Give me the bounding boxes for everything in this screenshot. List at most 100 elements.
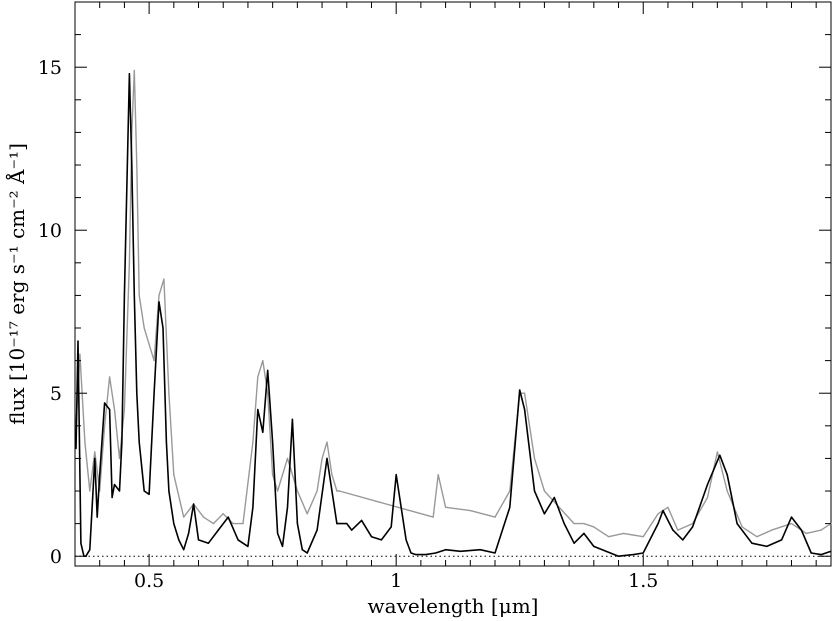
data-point-observed [212, 523, 214, 525]
data-point-observed [222, 513, 224, 515]
data-point-model [736, 523, 738, 525]
data-point-model [415, 554, 417, 556]
data-point-observed [677, 529, 679, 531]
data-point-model [173, 523, 175, 525]
data-point-observed [622, 532, 625, 535]
data-point-model [123, 294, 125, 296]
data-point-model [706, 483, 709, 486]
y-tick-label: 5 [50, 383, 62, 405]
data-point-model [80, 542, 82, 544]
data-point-observed [573, 523, 575, 525]
series-line-model [75, 72, 832, 558]
data-point-observed [89, 490, 91, 492]
data-point-observed [262, 360, 264, 362]
plot-frame [74, 1, 832, 567]
data-point-observed [667, 506, 669, 508]
data-point-model [267, 369, 269, 371]
data-point-observed [296, 490, 298, 492]
data-point-observed [277, 490, 279, 492]
data-point-observed [202, 516, 205, 518]
data-point-model [351, 529, 353, 531]
data-point-observed [338, 490, 340, 492]
data-point-model [380, 539, 382, 541]
data-point-observed [306, 513, 308, 515]
data-point-observed [136, 164, 138, 166]
data-point-observed [252, 441, 254, 443]
data-point-observed [657, 513, 659, 515]
data-point-model [692, 526, 694, 528]
data-point-model [479, 549, 481, 551]
data-point-observed [133, 69, 135, 72]
data-point-observed [331, 474, 333, 476]
data-point-model [726, 474, 728, 476]
data-point-model [286, 506, 289, 508]
data-point-model [395, 474, 397, 476]
data-point-observed [84, 441, 86, 443]
data-point-observed [336, 490, 338, 492]
data-point-model [143, 490, 145, 492]
data-point-model [178, 539, 180, 541]
data-point-model [257, 408, 259, 411]
data-point-observed [741, 526, 743, 528]
data-point-observed [183, 516, 185, 518]
y-tick-label: 15 [38, 57, 62, 79]
data-point-model [361, 519, 363, 522]
data-point-model [109, 408, 111, 411]
data-point-model [573, 542, 575, 544]
data-point-observed [242, 523, 244, 525]
data-point-observed [232, 523, 234, 525]
data-point-observed [642, 536, 644, 538]
data-point-observed [267, 392, 269, 394]
data-point-model [96, 516, 98, 518]
data-point-observed [138, 294, 140, 296]
data-point-observed [432, 516, 434, 518]
y-tick-label: 0 [50, 546, 62, 568]
data-point-model [252, 506, 254, 508]
data-point-model [459, 550, 461, 552]
data-point-model [810, 552, 812, 554]
data-point-observed [706, 496, 709, 499]
data-point-model [820, 554, 822, 556]
series-line-observed [75, 69, 832, 538]
data-point-model [153, 392, 155, 394]
data-point-model [77, 340, 79, 342]
data-point-observed [143, 327, 145, 329]
data-point-model [509, 506, 511, 508]
data-point-observed [104, 425, 106, 427]
data-point-observed [257, 376, 259, 378]
data-point-observed [790, 523, 793, 525]
data-point-model [445, 549, 447, 551]
data-point-model [227, 516, 229, 518]
data-point-model [165, 441, 167, 443]
data-point-model [193, 503, 195, 505]
data-point-observed [326, 441, 328, 443]
data-point-model [346, 523, 348, 525]
data-point-model [766, 545, 768, 548]
data-point-model [136, 392, 138, 394]
x-tick-label: 1 [390, 570, 402, 592]
data-point-model [405, 539, 407, 541]
data-point-observed [583, 523, 585, 525]
data-point-observed [272, 474, 274, 476]
data-point-observed [153, 360, 155, 362]
data-point-observed [608, 536, 610, 538]
data-point-model [158, 301, 160, 303]
data-point-model [751, 542, 753, 544]
data-point-model [563, 523, 565, 525]
data-point-model [410, 552, 412, 554]
data-point-model [111, 496, 113, 499]
data-point-model [94, 457, 96, 459]
data-point-model [583, 532, 585, 535]
data-point-model [148, 493, 150, 495]
data-point-observed [716, 451, 719, 453]
data-point-model [138, 441, 140, 443]
data-point-model [553, 496, 555, 499]
data-point-observed [158, 294, 160, 296]
data-point-model [121, 441, 123, 443]
data-point-observed [168, 392, 170, 394]
data-point-model [75, 448, 77, 450]
data-point-observed [509, 490, 511, 492]
data-point-observed [445, 506, 447, 508]
data-point-observed [173, 474, 175, 476]
data-point-observed [771, 529, 773, 531]
